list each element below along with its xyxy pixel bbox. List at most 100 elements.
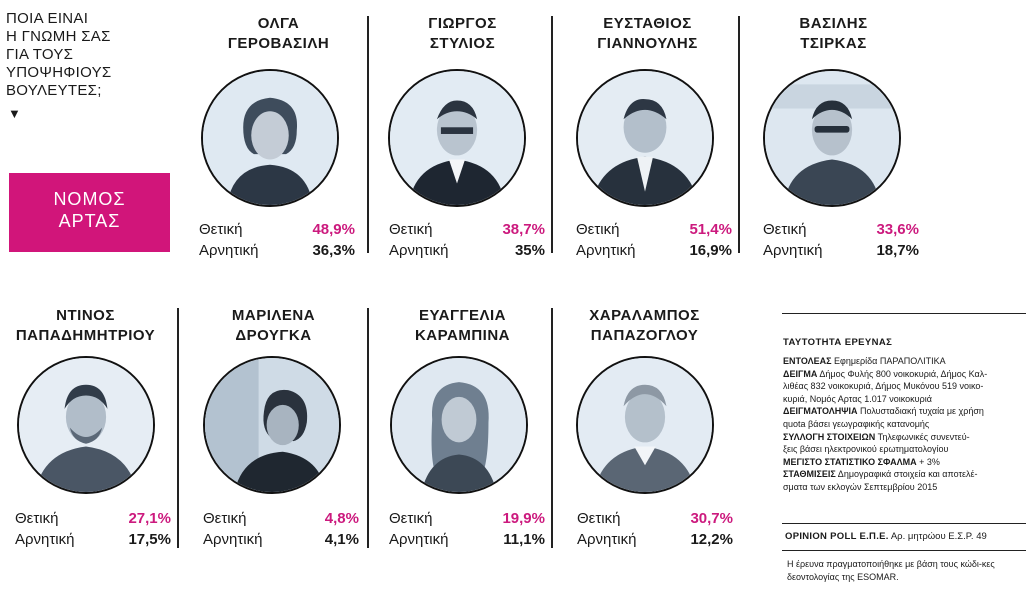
survey-text: Εφημερίδα ΠΑΡΑΠΟΛΙΤΙΚΑ [832,356,946,366]
survey-text: Δήμος Φυλής 800 νοικοκυριά, Δήμος Καλ- [817,369,987,379]
survey-top-rule [782,313,1026,314]
name-line: ΜΑΡΙΛΕΝΑ [191,306,356,326]
survey-details: ΕΝΤΟΛΕΑΣ Εφημερίδα ΠΑΡΑΠΟΛΙΤΙΚΑ ΔΕΙΓΜΑ Δ… [783,355,1026,494]
positive-value: 38,7% [502,219,545,240]
candidate-photo [576,356,714,494]
negative-row: Αρνητική 17,5% [15,529,171,550]
column-divider [367,308,369,548]
negative-label: Αρνητική [203,529,262,550]
name-line: ΒΑΣΙΛΗΣ [751,14,916,34]
candidate-card: ΒΑΣΙΛΗΣ ΤΣΙΡΚΑΣ [751,14,916,54]
positive-value: 30,7% [690,508,733,529]
candidate-photo [388,69,526,207]
candidate-name: ΧΑΡΑΛΑΜΠΟΣ ΠΑΠΑΖΟΓΛΟΥ [562,306,727,346]
positive-label: Θετική [199,219,242,240]
survey-line: ΔΕΙΓΜΑΤΟΛΗΨΙΑ Πολυσταδιακή τυχαία με χρή… [783,405,1026,418]
survey-text: κυριά, Νομός Αρτας 1.017 νοικοκυριά [783,394,932,404]
question-line: ΓΙΑ ΤΟΥΣ [6,46,166,64]
candidate-photo [763,69,901,207]
name-line: ΓΕΡΟΒΑΣΙΛΗ [196,34,361,54]
name-line: ΓΙΩΡΓΟΣ [380,14,545,34]
candidate-photo [390,356,528,494]
survey-line: ΣΥΛΛΟΓΗ ΣΤΟΙΧΕΙΩΝ Τηλεφωνικές συνεντεύ- [783,431,1026,444]
survey-line: ΔΕΙΓΜΑ Δήμος Φυλής 800 νοικοκυριά, Δήμος… [783,368,1026,381]
name-line: ΕΥΣΤΑΘΙΟΣ [565,14,730,34]
negative-value: 16,9% [689,240,732,261]
poll-company: OPINION POLL Ε.Π.Ε. [785,531,889,542]
positive-row: Θετική 51,4% [576,219,732,240]
survey-line: ξεις βάσει ηλεκτρονικού ερωτηματολογίου [783,443,1026,456]
candidate-name: ΕΥΑΓΓΕΛΙΑ ΚΑΡΑΜΠΙΝΑ [380,306,545,346]
survey-line: λιθέας 832 νοικοκυριά, Δήμος Μυκόνου 519… [783,380,1026,393]
positive-row: Θετική 33,6% [763,219,919,240]
negative-row: Αρνητική 35% [389,240,545,261]
negative-row: Αρνητική 36,3% [199,240,355,261]
question-heading: ΠΟΙΑ ΕΙΝΑΙ Η ΓΝΩΜΗ ΣΑΣ ΓΙΑ ΤΟΥΣ ΥΠΟΨΗΦΙΟ… [6,10,166,100]
name-line: ΧΑΡΑΛΑΜΠΟΣ [562,306,727,326]
negative-value: 4,1% [325,529,359,550]
candidate-stats: Θετική 19,9% Αρνητική 11,1% [389,508,545,550]
survey-line: σματα των εκλογών Σεπτεμβρίου 2015 [783,481,1026,494]
survey-text: + 3% [917,457,940,467]
esomar-note: Η έρευνα πραγματοποιήθηκε με βάση τους κ… [787,558,1023,583]
negative-value: 18,7% [876,240,919,261]
survey-text: quota βάσει γεωγραφικής κατανομής [783,419,929,429]
candidate-stats: Θετική 48,9% Αρνητική 36,3% [199,219,355,261]
positive-row: Θετική 4,8% [203,508,359,529]
name-line: ΓΙΑΝΝΟΥΛΗΣ [565,34,730,54]
candidate-name: ΝΤΙΝΟΣ ΠΑΠΑΔΗΜΗΤΡΙΟΥ [3,306,168,346]
question-line: ΠΟΙΑ ΕΙΝΑΙ [6,10,166,28]
candidate-name: ΒΑΣΙΛΗΣ ΤΣΙΡΚΑΣ [751,14,916,54]
positive-value: 19,9% [502,508,545,529]
region-box: ΝΟΜΟΣ ΑΡΤΑΣ [9,173,170,252]
name-line: ΚΑΡΑΜΠΙΝΑ [380,326,545,346]
survey-text: ξεις βάσει ηλεκτρονικού ερωτηματολογίου [783,444,948,454]
survey-line: ΜΕΓΙΣΤΟ ΣΤΑΤΙΣΤΙΚΟ ΣΦΑΛΜΑ + 3% [783,456,1026,469]
positive-value: 33,6% [876,219,919,240]
poll-registry: Αρ. μητρώου Ε.Σ.Ρ. 49 [889,531,987,542]
survey-text: λιθέας 832 νοικοκυριά, Δήμος Μυκόνου 519… [783,381,983,391]
negative-label: Αρνητική [576,240,635,261]
negative-label: Αρνητική [15,529,74,550]
negative-row: Αρνητική 4,1% [203,529,359,550]
positive-label: Θετική [15,508,58,529]
negative-row: Αρνητική 16,9% [576,240,732,261]
column-divider [551,16,553,253]
negative-label: Αρνητική [763,240,822,261]
candidate-card: ΟΛΓΑ ΓΕΡΟΒΑΣΙΛΗ [196,14,361,54]
candidate-name: ΓΙΩΡΓΟΣ ΣΤΥΛΙΟΣ [380,14,545,54]
name-line: ΣΤΥΛΙΟΣ [380,34,545,54]
candidate-photo [201,69,339,207]
candidate-card: ΓΙΩΡΓΟΣ ΣΤΥΛΙΟΣ [380,14,545,54]
survey-label: ΕΝΤΟΛΕΑΣ [783,356,832,366]
negative-value: 11,1% [503,529,545,550]
positive-row: Θετική 38,7% [389,219,545,240]
name-line: ΝΤΙΝΟΣ [3,306,168,326]
candidate-photo [576,69,714,207]
column-divider [551,308,553,548]
positive-label: Θετική [577,508,620,529]
survey-label: ΣΤΑΘΜΙΣΕΙΣ [783,469,836,479]
positive-row: Θετική 48,9% [199,219,355,240]
question-line: ΥΠΟΨΗΦΙΟΥΣ [6,64,166,82]
survey-divider [782,523,1026,524]
candidate-stats: Θετική 4,8% Αρνητική 4,1% [203,508,359,550]
candidate-stats: Θετική 51,4% Αρνητική 16,9% [576,219,732,261]
candidate-stats: Θετική 38,7% Αρνητική 35% [389,219,545,261]
candidate-photo [203,356,341,494]
positive-label: Θετική [203,508,246,529]
name-line: ΠΑΠΑΖΟΓΛΟΥ [562,326,727,346]
positive-label: Θετική [763,219,806,240]
question-line: Η ΓΝΩΜΗ ΣΑΣ [6,28,166,46]
survey-text: Τηλεφωνικές συνεντεύ- [875,432,969,442]
candidate-card: ΕΥΑΓΓΕΛΙΑ ΚΑΡΑΜΠΙΝΑ [380,306,545,346]
name-line: ΕΥΑΓΓΕΛΙΑ [380,306,545,326]
survey-text: Πολυσταδιακή τυχαία με χρήση [858,406,984,416]
negative-row: Αρνητική 11,1% [389,529,545,550]
positive-value: 4,8% [325,508,359,529]
name-line: ΔΡΟΥΓΚΑ [191,326,356,346]
candidate-stats: Θετική 33,6% Αρνητική 18,7% [763,219,919,261]
candidate-card: ΜΑΡΙΛΕΝΑ ΔΡΟΥΓΚΑ [191,306,356,346]
column-divider [177,308,179,548]
name-line: ΟΛΓΑ [196,14,361,34]
